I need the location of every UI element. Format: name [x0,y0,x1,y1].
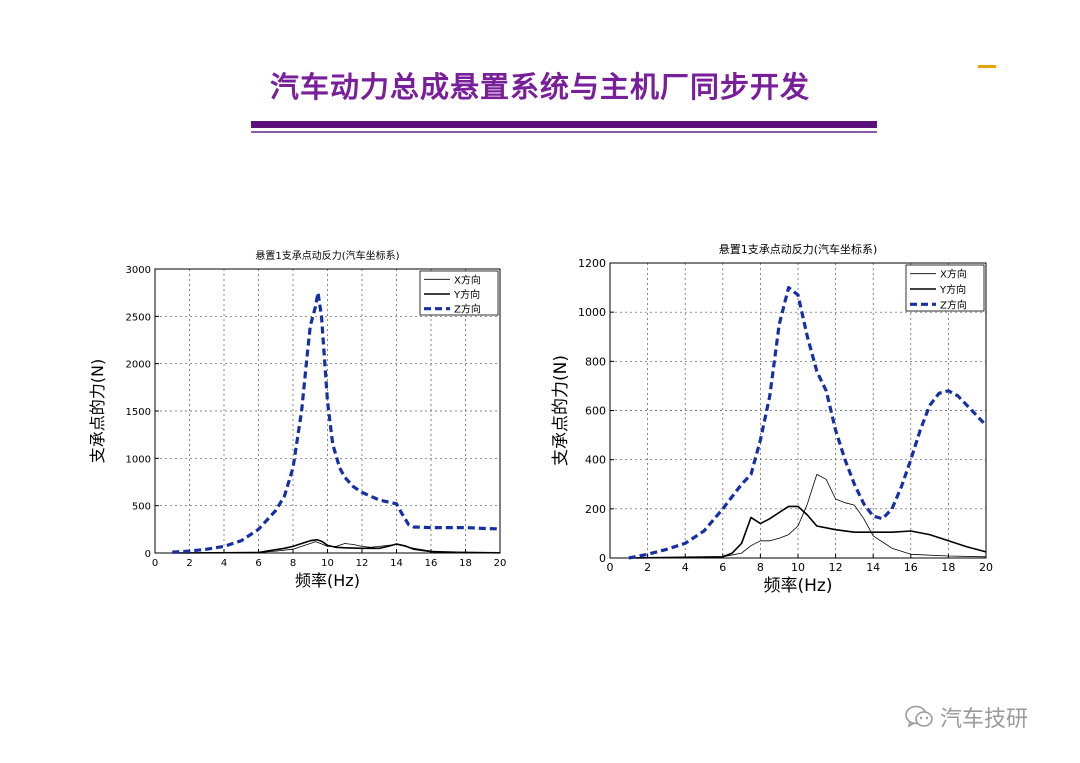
x-tick-label: 18 [941,561,955,574]
x-tick-label: 6 [255,558,261,569]
y-tick-label: 1000 [578,306,606,319]
y-axis-label: 支承点的力(N) [88,359,107,463]
x-tick-label: 16 [904,561,918,574]
y-tick-label: 600 [585,405,606,418]
y-tick-label: 500 [132,502,151,513]
x-tick-label: 10 [791,561,805,574]
x-axis-label: 频率(Hz) [764,576,833,596]
x-tick-label: 20 [979,561,993,574]
x-tick-label: 4 [221,558,227,569]
title-underline-thin [251,131,877,133]
y-tick-label: 3000 [126,265,151,276]
chart-title: 悬置1支承点动反力(汽车坐标系) [255,249,399,262]
y-tick-label: 200 [585,503,606,516]
watermark-text: 汽车技研 [940,707,1029,732]
x-tick-label: 8 [290,558,296,569]
legend-label: X方向 [454,273,481,286]
chart-left: 悬置1支承点动反力(汽车坐标系) 0 2 4 6 8 10 12 14 16 18 20 0 500 100… [88,249,507,590]
series-line-2 [172,538,501,554]
legend-label: Z方向 [940,298,967,311]
series-line-2 [628,505,987,559]
title-underline-thick [251,121,877,128]
x-tick-label: 4 [682,561,689,574]
legend-box [905,264,985,312]
x-tick-label: 12 [829,561,843,574]
x-tick-label: 8 [757,561,764,574]
x-axis-label: 频率(Hz) [295,571,360,590]
y-axis-label: 支承点的力(N) [551,355,571,466]
x-tick-label: 12 [356,558,369,569]
x-tick-label: 14 [390,558,403,569]
series-line-3 [628,286,988,560]
chart-right: 悬置1支承点动反力(汽车坐标系)0 2 4 6 8 10 12 14 16 18 200200400… [551,242,993,596]
y-tick-label: 0 [145,549,151,560]
legend-label: X方向 [940,268,967,281]
y-tick-label: 400 [585,454,606,467]
y-tick-label: 2500 [126,312,151,323]
x-tick-label: 6 [719,561,726,574]
x-tick-label: 20 [494,558,507,569]
chart-title: 悬置1支承点动反力(汽车坐标系) [719,242,878,256]
legend-label: Y方向 [939,283,966,296]
x-tick-label: 2 [186,558,192,569]
y-tick-label: 1200 [578,257,606,270]
x-tick-label: 10 [321,558,334,569]
y-tick-label: 2000 [126,360,151,371]
legend-label: Z方向 [454,303,481,316]
y-tick-label: 1500 [126,407,151,418]
x-tick-label: 2 [644,561,651,574]
corner-accent-mark [978,65,996,68]
y-tick-label: 1000 [126,454,151,465]
y-tick-label: 800 [585,355,606,368]
legend-label: Y方向 [453,288,480,301]
x-tick-label: 18 [459,558,472,569]
slide-title: 汽车动力总成悬置系统与主机厂同步开发 [269,70,810,104]
wechat-icon [905,705,933,728]
x-tick-label: 0 [607,561,614,574]
x-tick-label: 14 [866,561,880,574]
x-tick-label: 16 [425,558,438,569]
watermark: 汽车技研 [904,701,1028,733]
series-line-3 [172,291,501,554]
x-tick-label: 0 [152,558,158,569]
series-line-1 [628,474,987,559]
y-tick-label: 0 [599,552,606,565]
legend-box [419,270,499,316]
